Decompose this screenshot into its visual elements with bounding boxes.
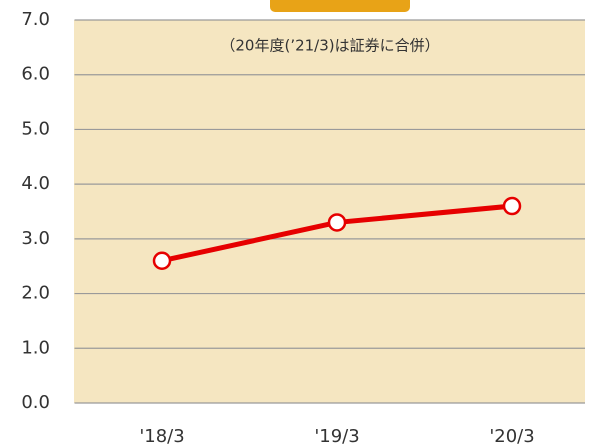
plot-background (74, 20, 585, 403)
y-tick-label: 7.0 (21, 9, 50, 30)
y-tick-label: 1.0 (21, 337, 50, 358)
header-badge (270, 0, 410, 12)
data-point (327, 213, 347, 232)
y-tick-label: 4.0 (21, 173, 50, 194)
y-tick-label: 0.0 (21, 392, 50, 413)
data-point (152, 251, 172, 270)
y-tick-label: 2.0 (21, 283, 50, 304)
data-point (502, 196, 522, 216)
annotation: （20年度(’21/3)は証券に合併） (220, 37, 439, 55)
y-tick-label: 5.0 (21, 118, 50, 139)
x-tick-label: '19/3 (314, 426, 359, 447)
x-tick-label: '18/3 (139, 426, 184, 447)
y-tick-label: 6.0 (21, 64, 50, 85)
y-tick-label: 3.0 (21, 228, 50, 249)
x-tick-label: '20/3 (489, 426, 534, 447)
